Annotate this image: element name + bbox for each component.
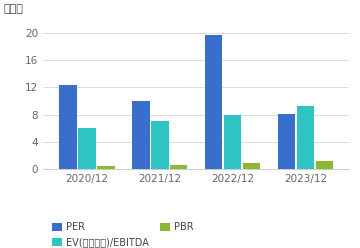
Legend: PER, EV(지분조정)/EBITDA, PBR: PER, EV(지분조정)/EBITDA, PBR <box>48 218 197 248</box>
Bar <box>205 35 222 169</box>
Bar <box>151 121 168 169</box>
Text: （배）: （배） <box>3 4 23 14</box>
Bar <box>297 106 314 169</box>
Bar <box>97 166 114 169</box>
Bar <box>278 114 295 169</box>
Bar <box>132 101 149 169</box>
Bar <box>78 128 96 169</box>
Bar <box>316 160 333 169</box>
Bar <box>170 165 188 169</box>
Bar <box>224 115 241 169</box>
Bar <box>243 163 260 169</box>
Bar <box>59 86 77 169</box>
